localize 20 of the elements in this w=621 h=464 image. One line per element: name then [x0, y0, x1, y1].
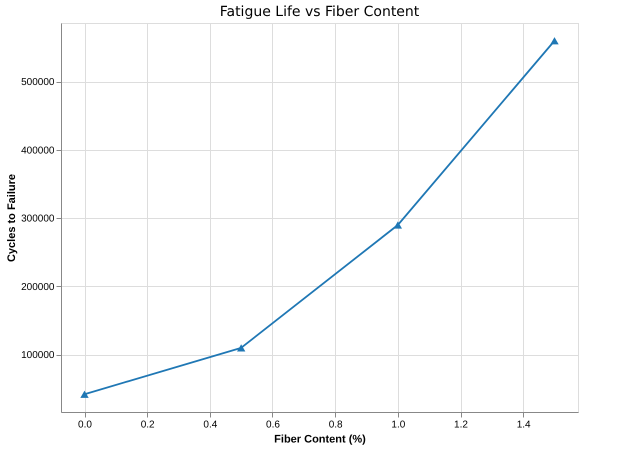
- y-tick-label: 400000: [21, 145, 55, 156]
- y-tick-label: 200000: [21, 282, 55, 293]
- x-tick-label: 1.2: [454, 420, 468, 430]
- chart-title: Fatigue Life vs Fiber Content: [220, 4, 420, 20]
- x-tick-label: 0.4: [203, 420, 218, 430]
- x-tick-label: 0.6: [266, 420, 280, 430]
- y-tick-label: 500000: [21, 77, 55, 88]
- point: [394, 221, 402, 229]
- x-tick-label: 0.2: [140, 420, 156, 430]
- y-tick-label: 100000: [21, 350, 55, 362]
- x-tick-label: 1.0: [391, 420, 406, 430]
- y-tick-label: 300000: [21, 214, 55, 225]
- point: [236, 344, 246, 352]
- x-tick-label: 1.4: [516, 420, 532, 430]
- point: [80, 390, 89, 398]
- y-axis-title: Cycles to Failure: [6, 174, 18, 262]
- point: [550, 37, 559, 44]
- x-tick-label: 0.8: [328, 420, 344, 430]
- x-axis-title: Fiber Content (%): [274, 434, 366, 446]
- x-tick-label: 0.0: [78, 420, 92, 430]
